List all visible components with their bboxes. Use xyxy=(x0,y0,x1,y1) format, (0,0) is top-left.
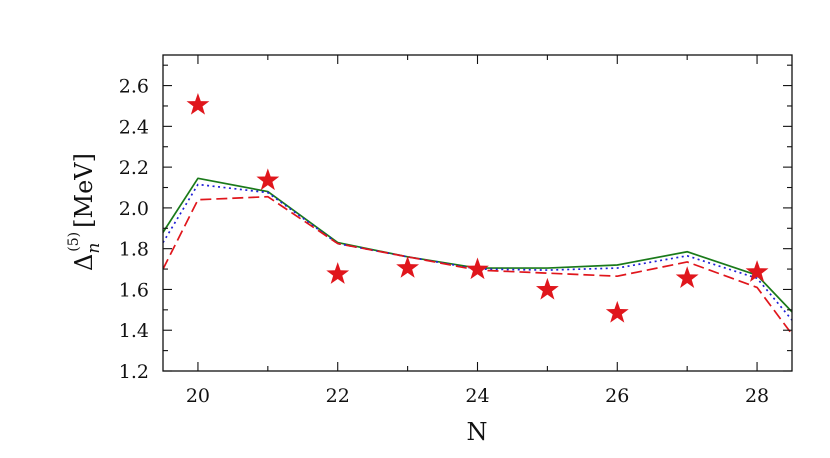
x-tick-labels: 20 22 24 26 28 xyxy=(186,385,769,407)
y-axis-label-subscript: n xyxy=(84,243,104,254)
y-axis-label-unit: [MeV] xyxy=(70,153,98,228)
y-tick-label: 1.4 xyxy=(119,320,149,342)
x-tick-label: 28 xyxy=(745,385,769,407)
series-line-solid xyxy=(163,177,792,313)
series-markers xyxy=(186,92,769,323)
star-marker xyxy=(605,300,629,323)
series-line-dotted xyxy=(163,183,792,321)
y-axis-label: Δn(5) [MeV] xyxy=(66,153,104,271)
y-axis-label-superscript: (5) xyxy=(66,232,82,252)
axis-ticks xyxy=(163,55,792,372)
star-marker xyxy=(535,277,559,300)
y-tick-label: 2.0 xyxy=(119,198,149,220)
y-tick-label: 1.6 xyxy=(119,279,149,301)
star-marker xyxy=(326,262,350,284)
plot-frame xyxy=(162,54,793,372)
x-tick-label: 24 xyxy=(465,385,489,407)
y-tick-label: 1.2 xyxy=(119,361,149,383)
star-marker xyxy=(466,257,489,280)
x-tick-label: 22 xyxy=(326,385,350,407)
x-axis-label: N xyxy=(467,418,488,446)
y-axis-label-symbol: Δ xyxy=(70,254,98,271)
x-tick-label: 26 xyxy=(605,385,629,407)
y-tick-labels: 1.2 1.4 1.6 1.8 2.0 2.2 2.4 2.6 xyxy=(119,76,149,383)
x-tick-label: 20 xyxy=(186,385,210,407)
y-tick-label: 2.2 xyxy=(119,157,149,179)
y-tick-label: 2.4 xyxy=(119,116,149,138)
series-lines xyxy=(163,177,792,335)
star-marker xyxy=(396,256,420,278)
star-marker xyxy=(745,260,769,282)
y-tick-label: 2.6 xyxy=(119,76,149,98)
y-tick-label: 1.8 xyxy=(119,239,149,261)
star-marker xyxy=(186,92,210,115)
star-marker xyxy=(256,168,280,191)
star-marker xyxy=(675,266,699,288)
